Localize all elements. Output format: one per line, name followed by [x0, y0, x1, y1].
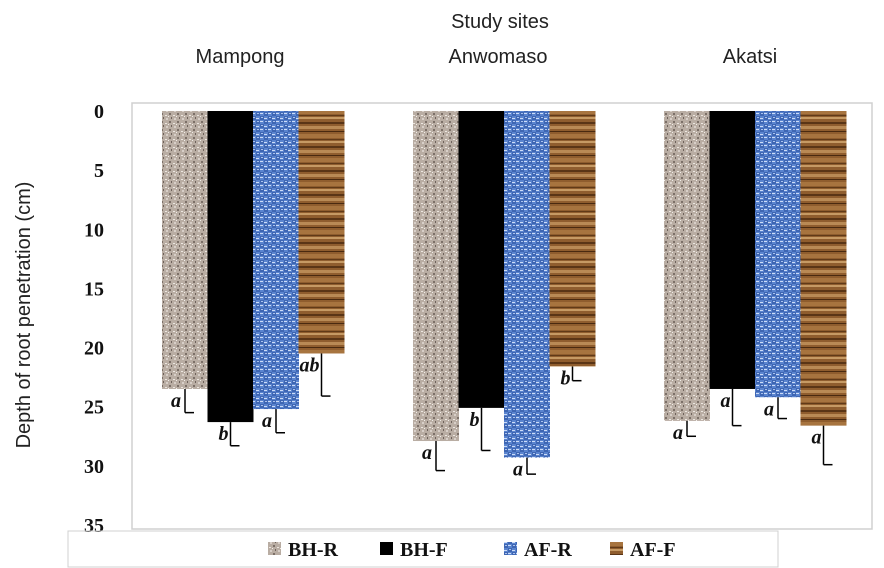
category-label: Anwomaso — [449, 46, 548, 68]
y-tick-label: 35 — [84, 515, 104, 537]
legend-label: BH-R — [288, 539, 339, 561]
bar-bh-r-anwomaso — [413, 111, 459, 442]
bar-af-f-akatsi — [800, 111, 847, 426]
significance-letter: a — [812, 427, 822, 449]
significance-letter: b — [470, 409, 480, 431]
error-bars — [184, 353, 833, 475]
bar-af-r-akatsi — [755, 111, 801, 398]
legend-swatch — [610, 542, 623, 555]
significance-letter: a — [764, 398, 774, 420]
y-tick-label: 10 — [84, 219, 104, 241]
bar-af-r-anwomaso — [504, 111, 550, 458]
bar-bh-f-anwomaso — [458, 111, 505, 408]
y-axis-ticks: 0 5 10 15 20 25 30 35 — [84, 101, 104, 537]
bar-bh-f-akatsi — [709, 111, 756, 389]
significance-letter: a — [262, 410, 272, 432]
significance-letter: b — [219, 423, 229, 445]
y-axis-label: Depth of root penetration (cm) — [13, 182, 35, 449]
legend-swatch — [380, 542, 393, 555]
significance-letter: a — [673, 422, 683, 444]
category-label: Mampong — [196, 46, 285, 68]
significance-letter: a — [721, 390, 731, 412]
significance-letter: b — [561, 367, 571, 389]
y-tick-label: 5 — [94, 160, 104, 182]
bar-bh-f-mampong — [207, 111, 254, 423]
bar-af-r-mampong — [253, 111, 299, 410]
legend-swatch — [504, 542, 517, 555]
legend-label: BH-F — [400, 539, 448, 561]
bar-af-f-anwomaso — [549, 111, 596, 367]
y-tick-label: 20 — [84, 338, 104, 360]
significance-letter: a — [422, 442, 432, 464]
legend-label: AF-R — [524, 539, 572, 561]
legend-swatch — [268, 542, 281, 555]
plot-frame — [131, 102, 873, 530]
legend: BH-R BH-F AF-R AF-F — [268, 539, 676, 561]
category-labels: Mampong Anwomaso Akatsi — [196, 46, 778, 68]
y-tick-label: 15 — [84, 278, 104, 300]
bar-bh-r-akatsi — [664, 111, 710, 421]
significance-letter: ab — [300, 354, 320, 376]
top-label: Study sites — [451, 11, 549, 33]
significance-letter: a — [513, 459, 523, 481]
y-tick-label: 30 — [84, 456, 104, 478]
y-tick-label: 0 — [94, 101, 104, 123]
legend-label: AF-F — [630, 539, 676, 561]
significance-letter: a — [171, 390, 181, 412]
bars — [162, 111, 847, 458]
bar-bh-r-mampong — [162, 111, 208, 389]
y-tick-label: 25 — [84, 397, 104, 419]
bar-af-f-mampong — [298, 111, 345, 354]
category-label: Akatsi — [723, 46, 777, 68]
legend-box — [67, 530, 779, 568]
